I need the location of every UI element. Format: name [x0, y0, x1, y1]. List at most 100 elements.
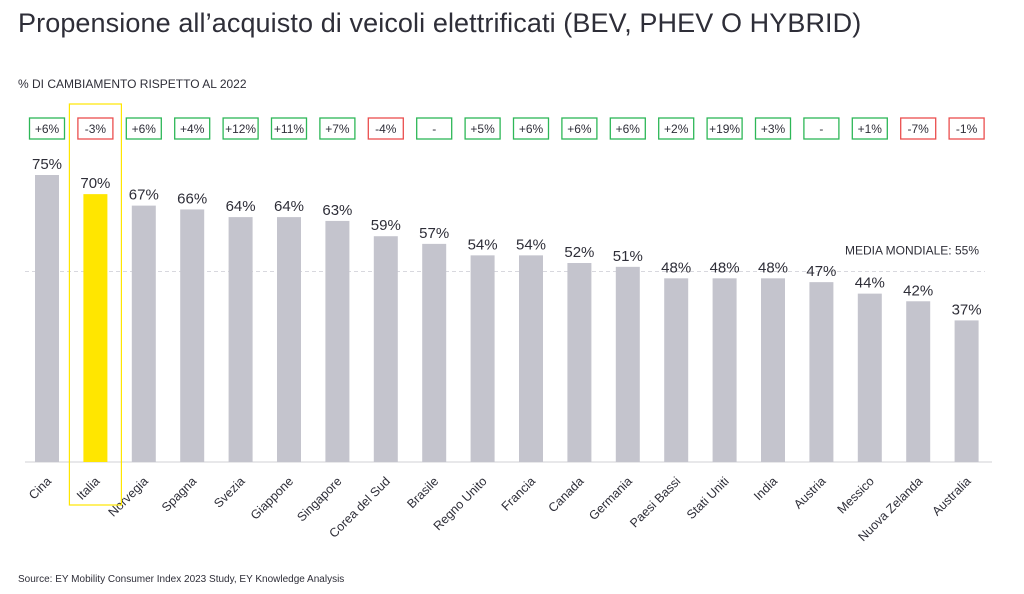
bar	[470, 255, 495, 462]
change-box	[270, 117, 308, 140]
change-box	[512, 117, 550, 140]
change-box	[367, 117, 404, 140]
highlight-frame	[68, 103, 123, 506]
value-label: 66%	[177, 190, 207, 207]
bar	[325, 220, 350, 462]
category-label: India	[751, 474, 780, 503]
category-label: Singapore	[294, 474, 344, 524]
change-box	[416, 117, 453, 140]
category-label: Australia	[929, 474, 973, 518]
change-box	[125, 117, 162, 140]
category-label: Giappone	[248, 474, 296, 522]
reference-line-group: MEDIA MONDIALE: 55%	[25, 244, 992, 463]
category-label: Paesi Bassi	[627, 474, 683, 530]
value-label: 70%	[80, 175, 110, 192]
category-label: Austria	[791, 474, 828, 511]
chart-title: Propensione all’acquisto di veicoli elet…	[18, 8, 862, 38]
category-labels: Cina Italia Norvegia Spagna Svezia GiapponeSi…	[26, 474, 974, 544]
change-boxes: +6% -3% +6% +4% +12% +11% +7% -4% - +5% +6% +6% +6% +…	[28, 117, 985, 140]
change-box	[754, 117, 792, 140]
change-box	[28, 117, 66, 140]
bar	[228, 217, 253, 462]
change-box	[948, 117, 985, 140]
value-label: 48%	[758, 259, 788, 276]
value-labels: 75% 70% 67% 66% 64% 64% 63% 59% 57% 54% 54% 52% 51% 4…	[32, 156, 982, 318]
category-label: Cina	[26, 474, 54, 502]
value-label: 59%	[371, 217, 401, 234]
category-label: Brasile	[404, 474, 441, 511]
bar	[664, 278, 689, 462]
change-label: -	[819, 122, 823, 136]
change-label: +12%	[225, 122, 256, 136]
bar	[857, 293, 882, 462]
bar	[809, 282, 834, 462]
category-label: Messico	[835, 474, 877, 516]
bar	[712, 278, 737, 462]
bar	[277, 217, 301, 462]
value-label: 52%	[564, 244, 594, 261]
change-box	[609, 117, 646, 140]
bar	[180, 209, 205, 462]
category-label: Norvegia	[106, 474, 151, 519]
change-label: +3%	[761, 122, 786, 136]
value-label: 64%	[274, 198, 304, 215]
change-box	[77, 117, 114, 140]
bar	[615, 266, 640, 462]
value-label: 54%	[468, 236, 498, 253]
change-box	[706, 117, 743, 140]
change-label: -7%	[908, 122, 930, 136]
value-label: 37%	[952, 301, 982, 318]
bar	[35, 175, 59, 462]
bar	[954, 320, 979, 462]
value-label: 48%	[710, 259, 740, 276]
change-box	[319, 117, 356, 140]
change-label: +19%	[709, 122, 740, 136]
value-label: 51%	[613, 248, 643, 265]
change-box	[561, 117, 598, 140]
change-box	[803, 117, 840, 140]
change-label: -3%	[85, 122, 107, 136]
change-label: +6%	[567, 122, 592, 136]
change-label: +2%	[664, 122, 689, 136]
change-label: +6%	[35, 122, 60, 136]
change-box	[174, 117, 211, 140]
change-label: +6%	[519, 122, 544, 136]
change-label: -1%	[956, 122, 978, 136]
change-label: +6%	[132, 122, 157, 136]
value-label: 67%	[129, 187, 159, 204]
change-box	[851, 117, 888, 140]
chart-subtitle: % DI CAMBIAMENTO RISPETTO AL 2022	[18, 77, 247, 91]
category-label: Stati Uniti	[684, 474, 732, 522]
reference-line-label: MEDIA MONDIALE: 55%	[845, 244, 979, 258]
bar	[422, 243, 447, 462]
value-label: 48%	[661, 259, 691, 276]
change-box	[222, 117, 259, 140]
change-label: +1%	[858, 122, 883, 136]
change-label: +11%	[274, 122, 304, 136]
change-label: +4%	[180, 122, 205, 136]
category-label: Francia	[499, 474, 538, 513]
bar	[519, 255, 543, 462]
value-label: 63%	[322, 202, 352, 219]
change-label: -	[432, 122, 436, 136]
category-label: Canada	[546, 474, 587, 515]
value-label: 54%	[516, 236, 546, 253]
source-note: Source: EY Mobility Consumer Index 2023 …	[18, 574, 345, 585]
category-label: Germania	[586, 474, 635, 523]
value-label: 64%	[226, 198, 256, 215]
change-box	[464, 117, 501, 140]
value-label: 47%	[806, 263, 836, 280]
change-label: +7%	[325, 122, 350, 136]
value-label: 75%	[32, 156, 62, 173]
change-label: -4%	[375, 122, 397, 136]
value-label: 42%	[903, 282, 933, 299]
change-label: +5%	[470, 122, 495, 136]
category-label: Spagna	[159, 474, 199, 514]
change-box	[658, 117, 695, 140]
category-label: Italia	[74, 474, 103, 503]
bar	[373, 236, 398, 462]
bar	[567, 263, 592, 462]
bar	[131, 205, 156, 462]
bar	[906, 301, 931, 462]
value-label: 57%	[419, 225, 449, 242]
